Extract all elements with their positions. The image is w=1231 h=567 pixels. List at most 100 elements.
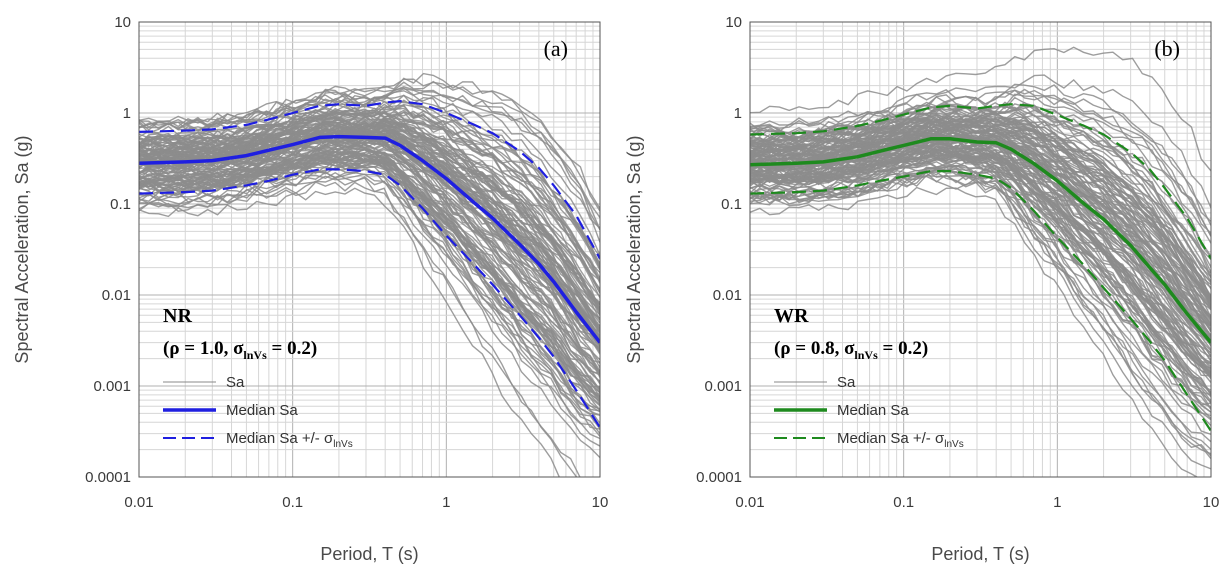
x-tick-label: 0.1	[893, 494, 914, 511]
sigma-value-a: 0.2	[287, 338, 311, 359]
y-tick-label: 0.001	[93, 378, 131, 395]
sa-curve	[139, 164, 600, 430]
sa-curve	[750, 168, 1211, 421]
sa-curve	[750, 74, 1211, 209]
y-tick-label: 0.01	[102, 287, 131, 304]
x-tick-label: 1	[1053, 494, 1061, 511]
y-tick-label: 1	[123, 105, 131, 122]
x-tick-label: 1	[442, 494, 450, 511]
legend-label-median-b: Median Sa	[837, 402, 909, 419]
panel-label-b: (b)	[1154, 36, 1180, 61]
sa-curve	[139, 156, 600, 424]
x-axis-label-a: Period, T (s)	[320, 544, 418, 564]
y-tick-label: 10	[114, 14, 131, 31]
sa-curve	[139, 163, 600, 437]
sa-curve	[750, 118, 1211, 302]
legend-label-sa-a: Sa	[226, 374, 245, 391]
sa-curve	[139, 168, 600, 447]
case-name-a: NR	[163, 305, 192, 327]
x-tick-label: 0.01	[124, 494, 153, 511]
sa-curve	[139, 149, 600, 383]
series-b	[750, 103, 1211, 432]
sa-curve	[139, 119, 600, 306]
median-minus-sigma-line	[139, 168, 600, 429]
plot-frame-a	[138, 21, 601, 478]
y-tick-label: 0.001	[704, 378, 742, 395]
sa-curve	[139, 90, 600, 256]
sa-curve	[750, 88, 1211, 223]
sa-curve	[750, 152, 1211, 396]
sa-curve	[750, 150, 1211, 397]
panel-a: 0.01 0.1 1 10 0.0001 0.001 0.01 0.1 1 10 Period, …	[12, 14, 608, 564]
y-tick-label: 0.0001	[85, 469, 131, 486]
sa-curve	[750, 46, 1211, 172]
rho-value-a: 1.0	[200, 338, 224, 359]
y-tick-label: 0.1	[721, 196, 742, 213]
case-params-a: (ρ = 1.0, σlnVs = 0.2)	[163, 338, 317, 362]
sa-curve	[750, 123, 1211, 319]
sa-curve	[139, 142, 600, 364]
y-axis-label-b: Spectral Acceleration, Sa (g)	[624, 135, 644, 363]
sa-curve	[750, 83, 1211, 226]
sa-curve	[750, 157, 1211, 410]
sigma-sub-b: lnVs	[854, 348, 878, 362]
x-tick-label: 0.01	[735, 494, 764, 511]
median-sa-line	[139, 134, 600, 344]
sa-curve	[139, 86, 600, 231]
panel-b: 0.01 0.1 1 10 0.0001 0.001 0.01 0.1 1 10 Period, …	[624, 14, 1219, 564]
sa-curve	[139, 151, 600, 403]
legend-label-sa-b: Sa	[837, 374, 856, 391]
rho-value-b: 0.8	[811, 338, 835, 359]
series-a	[139, 100, 600, 429]
legend-b: Sa Median Sa Median Sa +/- σlnVs	[774, 374, 964, 450]
sa-curve	[750, 175, 1211, 470]
legend-label-median-a: Median Sa	[226, 402, 298, 419]
y-tick-label: 0.1	[110, 196, 131, 213]
sa-curve	[750, 131, 1211, 332]
y-tick-label: 0.0001	[696, 469, 742, 486]
x-tick-label: 0.1	[282, 494, 303, 511]
sa-curve	[139, 157, 600, 412]
legend-label-band-b: Median Sa +/- σlnVs	[837, 430, 964, 450]
y-tick-label: 0.01	[713, 287, 742, 304]
y-axis-label-a: Spectral Acceleration, Sa (g)	[12, 135, 32, 363]
sa-curve	[139, 129, 600, 334]
sa-curve	[139, 171, 600, 440]
sa-curve	[139, 114, 600, 298]
sa-curve	[139, 109, 600, 282]
sa-curve	[139, 181, 578, 477]
sa-curve	[139, 177, 581, 477]
ticks-b: 0.01 0.1 1 10 0.0001 0.001 0.01 0.1 1 10	[696, 14, 1219, 511]
x-tick-label: 10	[1203, 494, 1220, 511]
median-minus-sigma-line	[750, 170, 1211, 432]
median-plus-sigma-line	[750, 103, 1211, 260]
panel-label-a: (a)	[544, 36, 568, 61]
sa-curve	[139, 107, 600, 284]
sa-curve	[750, 89, 1211, 237]
x-axis-label-b: Period, T (s)	[931, 544, 1029, 564]
sa-curve	[750, 172, 1211, 455]
case-params-b: (ρ = 0.8, σlnVs = 0.2)	[774, 338, 928, 362]
plot-frame-b	[749, 21, 1212, 478]
sa-curve	[750, 161, 1211, 420]
sa-curve	[750, 118, 1211, 302]
sigma-sub-a: lnVs	[243, 348, 267, 362]
median-sa-line	[750, 137, 1211, 344]
sa-cloud-a	[139, 72, 600, 477]
sa-curve	[139, 158, 600, 416]
sigma-value-b: 0.2	[898, 338, 922, 359]
sa-curve	[139, 123, 600, 316]
y-tick-label: 10	[725, 14, 742, 31]
legend-a: Sa Median Sa Median Sa +/- σlnVs	[163, 374, 353, 450]
legend-label-band-a: Median Sa +/- σlnVs	[226, 430, 353, 450]
sa-curve	[750, 145, 1211, 377]
case-name-b: WR	[774, 305, 809, 327]
sa-curve	[139, 111, 600, 281]
sa-curve	[750, 147, 1211, 383]
sa-curve	[139, 78, 600, 209]
sa-curve	[139, 187, 561, 477]
sa-curve	[750, 186, 1199, 477]
sa-curve	[750, 120, 1211, 308]
median-plus-sigma-line	[139, 100, 600, 260]
